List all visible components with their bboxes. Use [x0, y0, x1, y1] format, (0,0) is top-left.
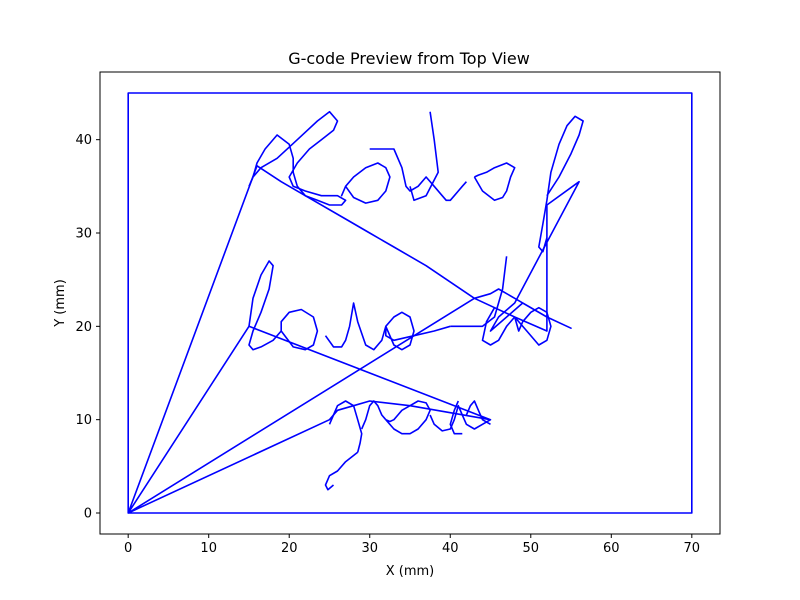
y-axis-label: Y (mm)	[53, 279, 68, 328]
toolpath-series-6	[537, 115, 584, 253]
toolpath-series-1	[248, 110, 347, 206]
toolpath-series-4	[409, 111, 440, 202]
toolpath-series-10	[384, 311, 451, 351]
y-tick-label: 30	[75, 227, 92, 242]
toolpath-series-14	[328, 400, 363, 453]
toolpath-series-3	[369, 148, 467, 202]
y-axis: 0 10 20 30 40	[75, 133, 100, 522]
x-tick-label: 50	[523, 541, 540, 556]
toolpath-series-5	[473, 162, 516, 202]
toolpath-series-8	[280, 308, 319, 351]
x-axis: 0 10 20 30 40 50 60 70	[124, 534, 700, 556]
toolpath-series-16	[360, 400, 387, 430]
y-tick-label: 10	[75, 413, 92, 428]
x-axis-label: X (mm)	[386, 564, 435, 579]
plot-frame	[99, 71, 721, 535]
x-tick-label: 70	[684, 541, 701, 556]
toolpath-series-7	[248, 260, 282, 351]
toolpath-series-11	[450, 256, 508, 328]
toolpath-series-19	[449, 400, 463, 435]
y-tick-label: 0	[84, 507, 92, 522]
toolpath-series-15	[324, 451, 359, 491]
toolpath-series-13	[513, 306, 552, 346]
y-tick-label: 40	[75, 133, 92, 148]
y-tick-label: 20	[75, 320, 92, 335]
plot-area	[127, 92, 693, 514]
toolpath-series-0	[127, 92, 693, 514]
x-tick-label: 30	[361, 541, 378, 556]
x-tick-label: 10	[200, 541, 217, 556]
chart-title: G-code Preview from Top View	[288, 49, 530, 68]
x-tick-label: 20	[281, 541, 298, 556]
toolpath-series-20	[465, 400, 491, 425]
toolpath-series-17	[385, 400, 431, 435]
toolpath-series-12	[481, 307, 516, 346]
x-tick-label: 0	[124, 541, 132, 556]
toolpath-series-9	[324, 302, 387, 351]
x-tick-label: 40	[442, 541, 459, 556]
toolpath-series-18	[429, 404, 491, 432]
toolpath-series-2	[340, 162, 391, 204]
x-tick-label: 60	[603, 541, 620, 556]
